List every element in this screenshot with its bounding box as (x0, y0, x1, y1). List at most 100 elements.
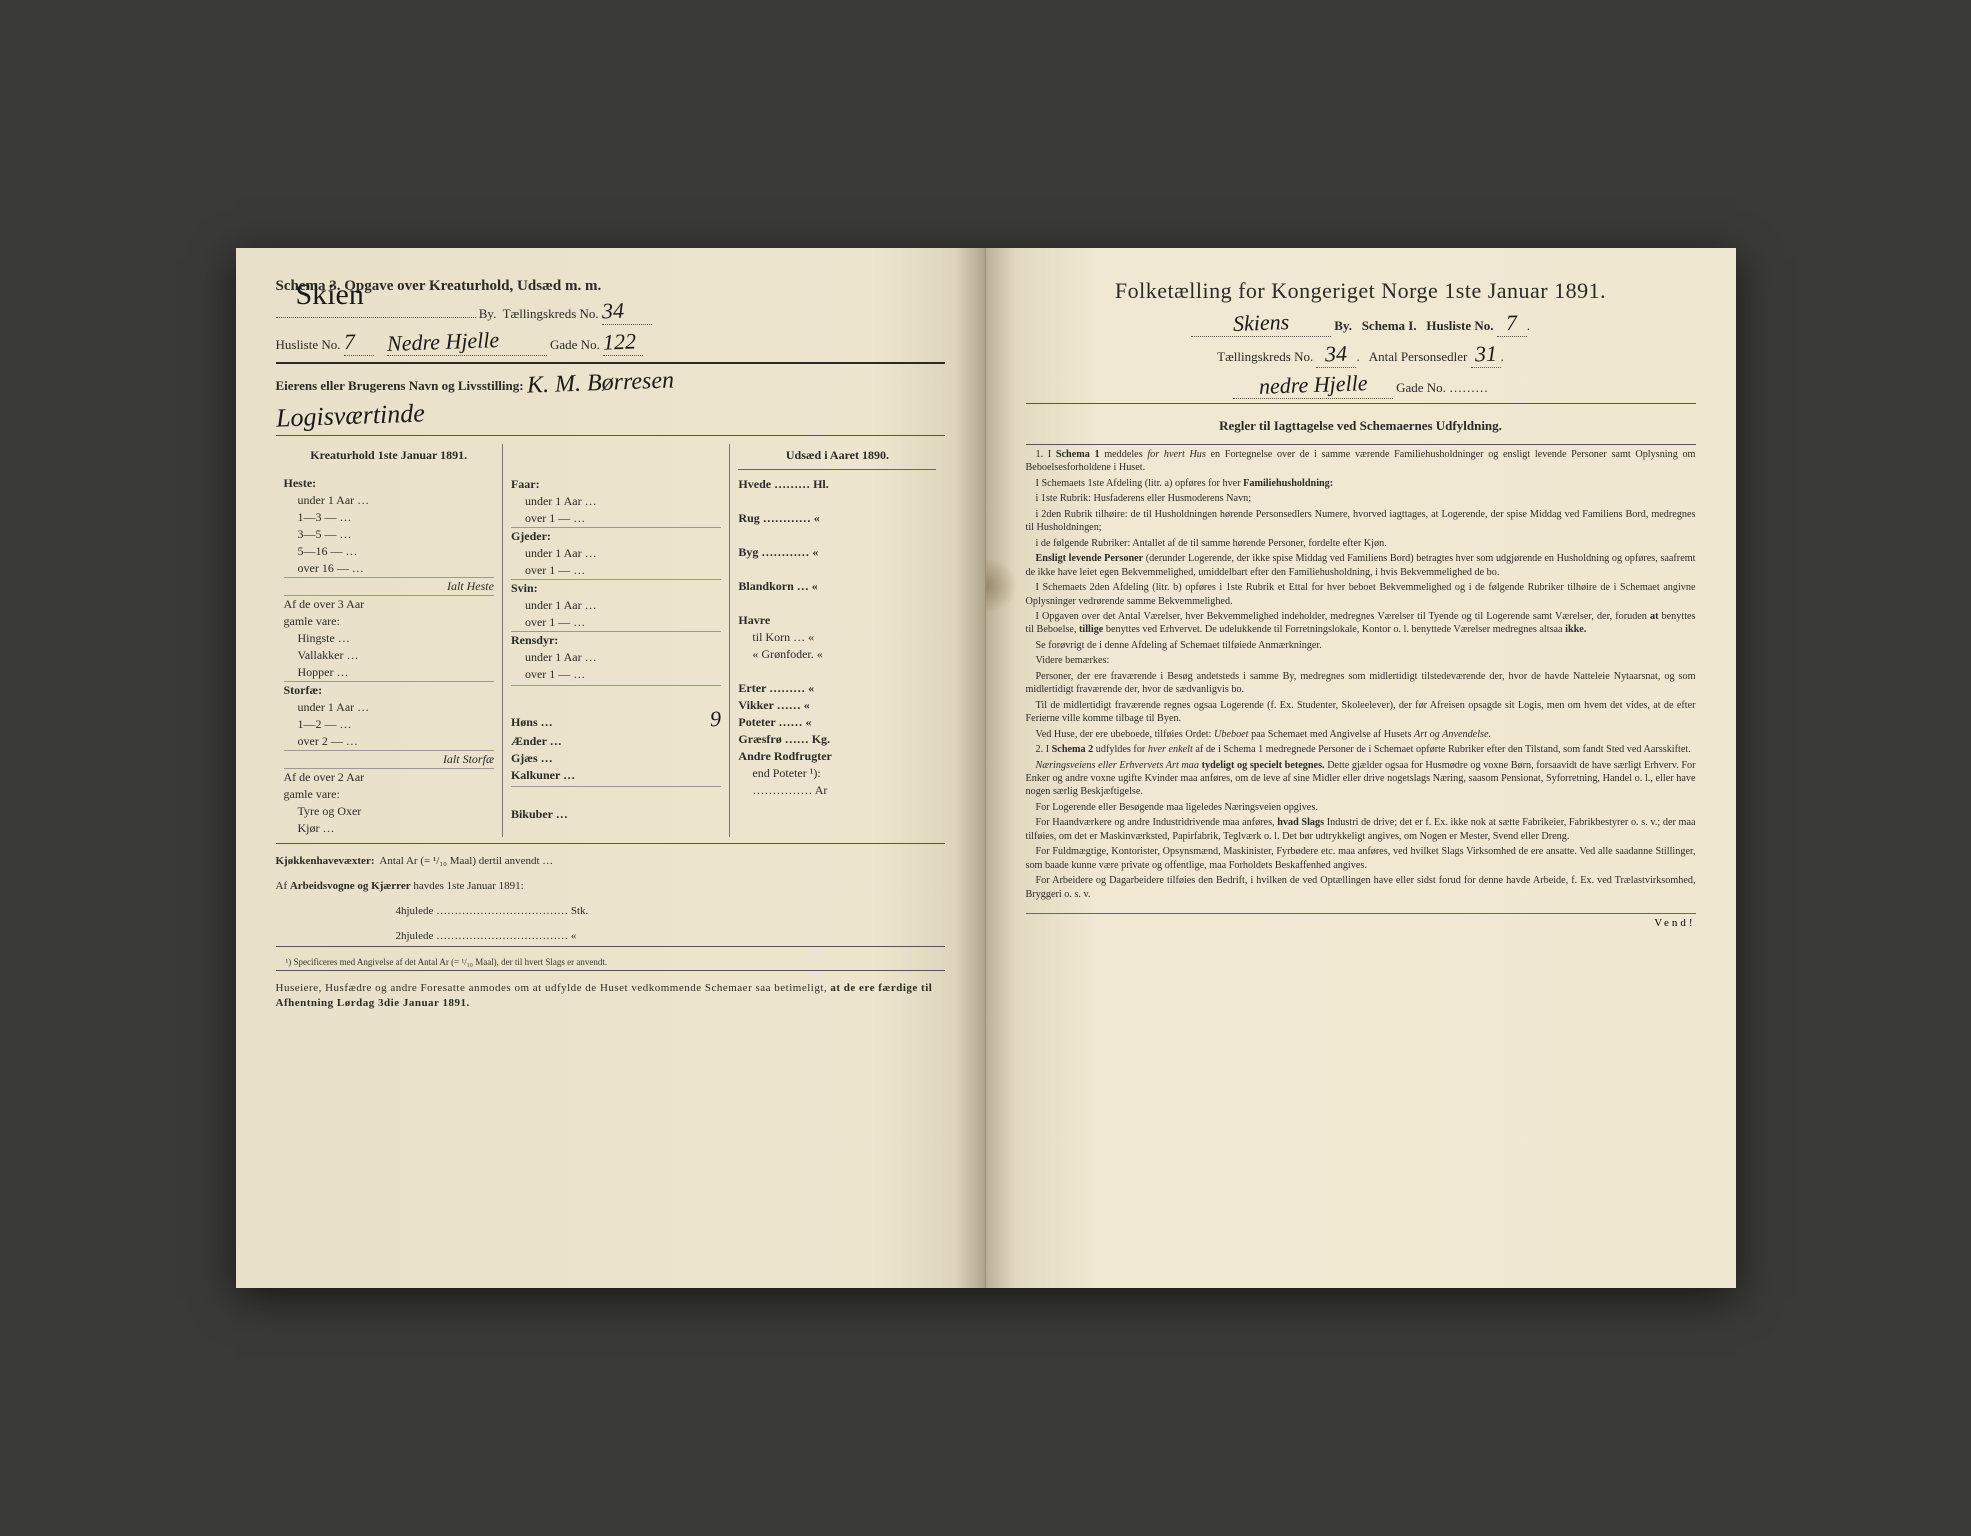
hopper: Hopper … (298, 665, 494, 680)
rule-p4: i 2den Rubrik tilhøire: de til Husholdni… (1026, 508, 1696, 535)
rug: Rug ………… « (738, 511, 936, 526)
rule-p13: Ved Huse, der ere ubeboede, tilføies Ord… (1026, 728, 1696, 741)
hjul4: 4hjulede ……………………………… Stk. (276, 904, 945, 919)
left-title: Schema 3. Opgave over Kreaturhold, Udsæd… (276, 278, 945, 295)
byg: Byg ………… « (738, 545, 936, 560)
storfae-u1: under 1 Aar … (298, 700, 494, 715)
storfae-12: 1—2 — … (298, 717, 494, 732)
rp-tk-hw: 34 (1325, 341, 1348, 368)
paper-stain (986, 558, 1018, 613)
eier-line2: Logisværtinde (276, 401, 945, 431)
rp-street-hw: nedre Hjelle (1258, 370, 1367, 400)
af2-label: Af de over 2 Aar (284, 770, 494, 785)
rule-p5: i de følgende Rubriker: Antallet af de t… (1026, 537, 1696, 550)
col3-header: Udsæd i Aaret 1890. (738, 444, 936, 470)
rule-p10: Videre bemærkes: (1026, 654, 1696, 667)
line-husliste: Husliste No. 7 Nedre Hjelle Gade No. 122 (276, 329, 945, 356)
eier-occupation-hw: Logisværtinde (275, 398, 425, 433)
tk-number-hw: 34 (601, 298, 624, 325)
endpot: end Poteter ¹): (752, 766, 936, 781)
eier-name-hw: K. M. Børresen (526, 367, 674, 399)
gade-hw: 122 (603, 328, 637, 355)
rensdyr: Rensdyr: (511, 633, 721, 648)
gamle-label: gamle vare: (284, 614, 494, 629)
heste-u1: under 1 Aar … (298, 493, 494, 508)
svin-ov1: over 1 — … (525, 615, 721, 630)
aender: Ænder … (511, 734, 721, 749)
hjul2: 2hjulede ……………………………… « (276, 929, 945, 944)
andrerod: Andre Rodfrugter (738, 749, 936, 764)
heste-35: 3—5 — … (298, 527, 494, 542)
af3-label: Af de over 3 Aar (284, 597, 494, 612)
rule-p15: Næringsveiens eller Erhvervets Art maa t… (1026, 759, 1696, 799)
col-heste: Kreaturhold 1ste Januar 1891. Heste: und… (276, 444, 503, 837)
husliste-hw: 7 (343, 329, 355, 355)
tilkorn: til Korn … « (752, 630, 936, 645)
ialt-storfae: Ialt Storfæ (284, 752, 494, 767)
bikuber: Bikuber … (511, 807, 721, 822)
col-udsaed: Udsæd i Aaret 1890. Hvede ……… Hl. Rug ……… (730, 444, 944, 837)
col1-header: Kreaturhold 1ste Januar 1891. (284, 444, 494, 469)
rule-p7: I Schemaets 2den Afdeling (litr. b) opfø… (1026, 581, 1696, 608)
rule-p11: Personer, der ere fraværende i Besøg and… (1026, 670, 1696, 697)
gjeder-ov1: over 1 — … (525, 563, 721, 578)
rp-line2: Tællingskreds No. 34. Antal Personsedler… (1026, 341, 1696, 368)
line-by-tk: By. Tællingskreds No. 34 (276, 298, 945, 325)
hons-value-hw: 9 (710, 706, 722, 732)
eier-line: Eierens eller Brugerens Navn og Livsstil… (276, 370, 945, 397)
document-spread: Schema 3. Opgave over Kreaturhold, Udsæd… (236, 248, 1736, 1288)
rp-line3: nedre Hjelle Gade No. ……… (1026, 372, 1696, 399)
street-hw: Nedre Hjelle (386, 327, 499, 357)
rule-p19: For Arbeidere og Dagarbeidere tilføies d… (1026, 874, 1696, 901)
vend-label: Vend! (1026, 913, 1696, 929)
left-page: Schema 3. Opgave over Kreaturhold, Udsæd… (236, 248, 986, 1288)
kjor: Kjør … (298, 821, 494, 836)
rp-line1: Skiens By. Schema I. Husliste No. 7. (1026, 310, 1696, 337)
heste-label: Heste: (284, 476, 494, 491)
rule-p6: Ensligt levende Personer (derunder Loger… (1026, 552, 1696, 579)
arline: …………… Ar (752, 783, 936, 798)
storfae: Storfæ: (284, 683, 494, 698)
col-animals: . Faar: under 1 Aar … over 1 — … Gjeder:… (503, 444, 730, 837)
kjokken-line: Kjøkkenhavevæxter: Antal Ar (= ¹/₁₀ Maal… (276, 854, 945, 869)
rule-p3: i 1ste Rubrik: Husfaderens eller Husmode… (1026, 492, 1696, 505)
ialt-heste: Ialt Heste (284, 579, 494, 594)
hons: Høns … (511, 715, 710, 730)
columns: Kreaturhold 1ste Januar 1891. Heste: und… (276, 444, 945, 837)
rules-body: 1. I Schema 1 meddeles for hvert Hus en … (1026, 448, 1696, 901)
kalkuner: Kalkuner … (511, 768, 721, 783)
rule-p9: Se forøvrigt de i denne Afdeling af Sche… (1026, 639, 1696, 652)
rule-p14: 2. I Schema 2 udfyldes for hver enkelt a… (1026, 743, 1696, 756)
right-title: Folketælling for Kongeriget Norge 1ste J… (1026, 278, 1696, 304)
rule-p17: For Haandværkere og andre Industridriven… (1026, 816, 1696, 843)
faar-ov1: over 1 — … (525, 511, 721, 526)
right-page: Folketælling for Kongeriget Norge 1ste J… (986, 248, 1736, 1288)
gamle2-label: gamle vare: (284, 787, 494, 802)
gjeder-u1: under 1 Aar … (525, 546, 721, 561)
rensdyr-ov1: over 1 — … (525, 667, 721, 682)
storfae-ov2: over 2 — … (298, 734, 494, 749)
poteter: Poteter …… « (738, 715, 936, 730)
rule-p18: For Fuldmægtige, Kontorister, Opsynsmænd… (1026, 845, 1696, 872)
rp-city-hw: Skiens (1232, 309, 1289, 337)
heste-13: 1—3 — … (298, 510, 494, 525)
hingste: Hingste … (298, 631, 494, 646)
rule-p8: I Opgaven over det Antal Værelser, hver … (1026, 610, 1696, 637)
faar-u1: under 1 Aar … (525, 494, 721, 509)
rule-p2: I Schemaets 1ste Afdeling (litr. a) opfø… (1026, 477, 1696, 490)
gronfoder: « Grønfoder. « (752, 647, 936, 662)
svin-u1: under 1 Aar … (525, 598, 721, 613)
havre: Havre (738, 613, 936, 628)
gjeder: Gjeder: (511, 529, 721, 544)
rp-antal-hw: 31 (1474, 341, 1497, 368)
rp-husliste-hw: 7 (1506, 310, 1518, 336)
footnote: ¹) Specificeres med Angivelse af det Ant… (276, 957, 945, 967)
rule-p12: Til de midlertidigt fraværende regnes og… (1026, 699, 1696, 726)
blandkorn: Blandkorn … « (738, 579, 936, 594)
heste-ov16: over 16 — … (298, 561, 494, 576)
vallakker: Vallakker … (298, 648, 494, 663)
rensdyr-u1: under 1 Aar … (525, 650, 721, 665)
rules-title: Regler til Iagttagelse ved Schemaernes U… (1026, 418, 1696, 434)
arbeids-line: Af Arbeidsvogne og Kjærrer havdes 1ste J… (276, 879, 945, 894)
vikker: Vikker …… « (738, 698, 936, 713)
